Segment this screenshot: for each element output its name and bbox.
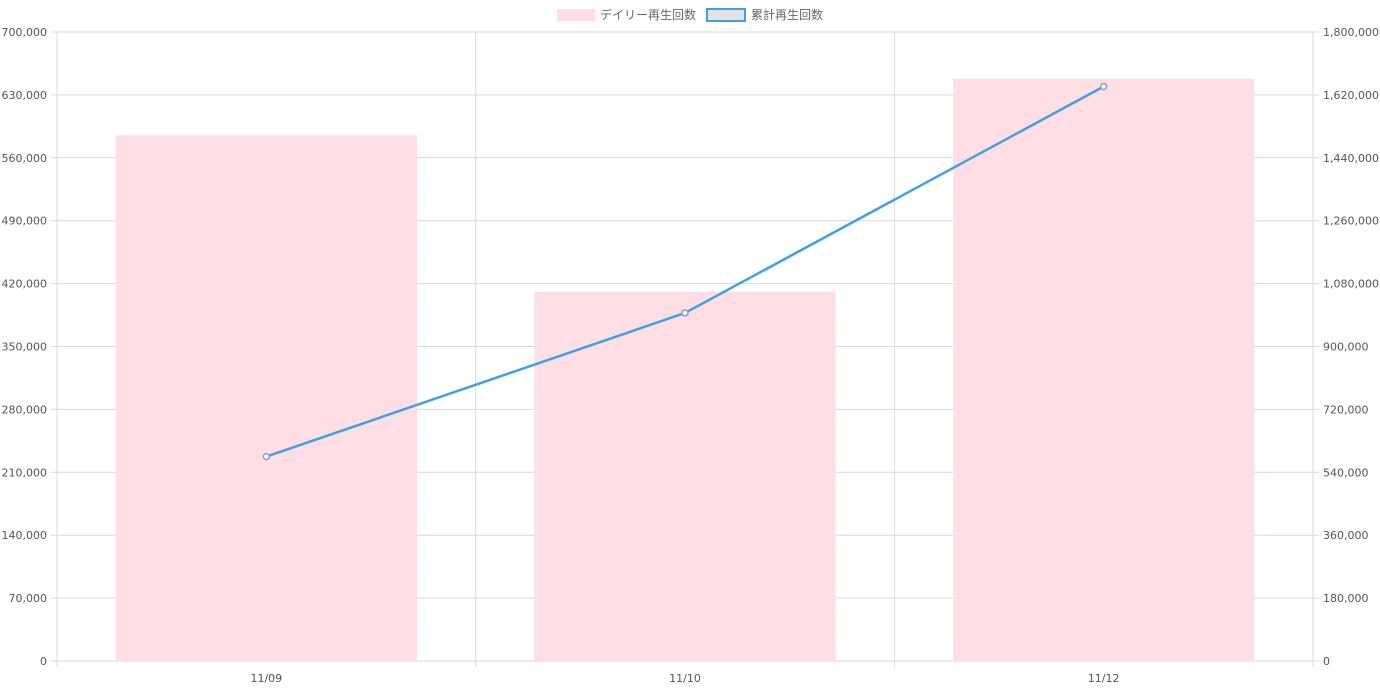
chart-legend: デイリー再生回数 累計再生回数: [0, 6, 1380, 23]
y-right-tick-label: 360,000: [1323, 529, 1369, 542]
x-tick-label: 11/09: [250, 672, 282, 685]
legend-swatch-bar: [556, 8, 595, 21]
y-right-tick-label: 720,000: [1323, 403, 1369, 416]
legend-label-cumulative: 累計再生回数: [751, 8, 824, 22]
x-tick-label: 11/10: [669, 672, 701, 685]
y-right-tick-label: 1,080,000: [1323, 278, 1379, 291]
y-right-tick-label: 1,800,000: [1323, 26, 1379, 39]
y-left-tick-label: 700,000: [2, 26, 48, 39]
point-cumulative-11-09: [262, 452, 271, 461]
y-right-tick-label: 900,000: [1323, 341, 1369, 354]
y-left-tick-label: 420,000: [2, 278, 48, 291]
y-right-tick-label: 1,620,000: [1323, 89, 1379, 102]
y-right-tick-label: 540,000: [1323, 466, 1369, 479]
x-tick-label: 11/12: [1088, 672, 1120, 685]
legend-label-daily: デイリー再生回数: [599, 8, 696, 22]
y-right-tick-label: 0: [1323, 655, 1330, 668]
bar-daily-11-10: [534, 291, 836, 661]
legend-item-cumulative[interactable]: 累計再生回数: [706, 6, 823, 23]
y-left-tick-label: 350,000: [2, 341, 48, 354]
y-left-tick-label: 490,000: [2, 215, 48, 228]
legend-item-daily[interactable]: デイリー再生回数: [556, 6, 696, 23]
point-cumulative-11-12: [1099, 82, 1108, 91]
y-right-tick-label: 1,260,000: [1323, 215, 1379, 228]
y-left-tick-label: 560,000: [2, 152, 48, 165]
y-right-tick-label: 1,440,000: [1323, 152, 1379, 165]
bar-daily-11-09: [115, 135, 418, 662]
y-left-tick-label: 630,000: [2, 89, 48, 102]
y-left-tick-label: 210,000: [2, 466, 48, 479]
y-left-tick-label: 140,000: [2, 529, 48, 542]
y-left-tick-label: 0: [40, 655, 47, 668]
point-cumulative-11-10: [681, 309, 689, 317]
legend-swatch-line: [706, 7, 746, 22]
y-left-tick-label: 280,000: [2, 403, 48, 416]
bar-daily-11-12: [952, 78, 1255, 662]
y-right-tick-label: 180,000: [1323, 592, 1369, 605]
y-left-tick-label: 70,000: [9, 592, 48, 605]
